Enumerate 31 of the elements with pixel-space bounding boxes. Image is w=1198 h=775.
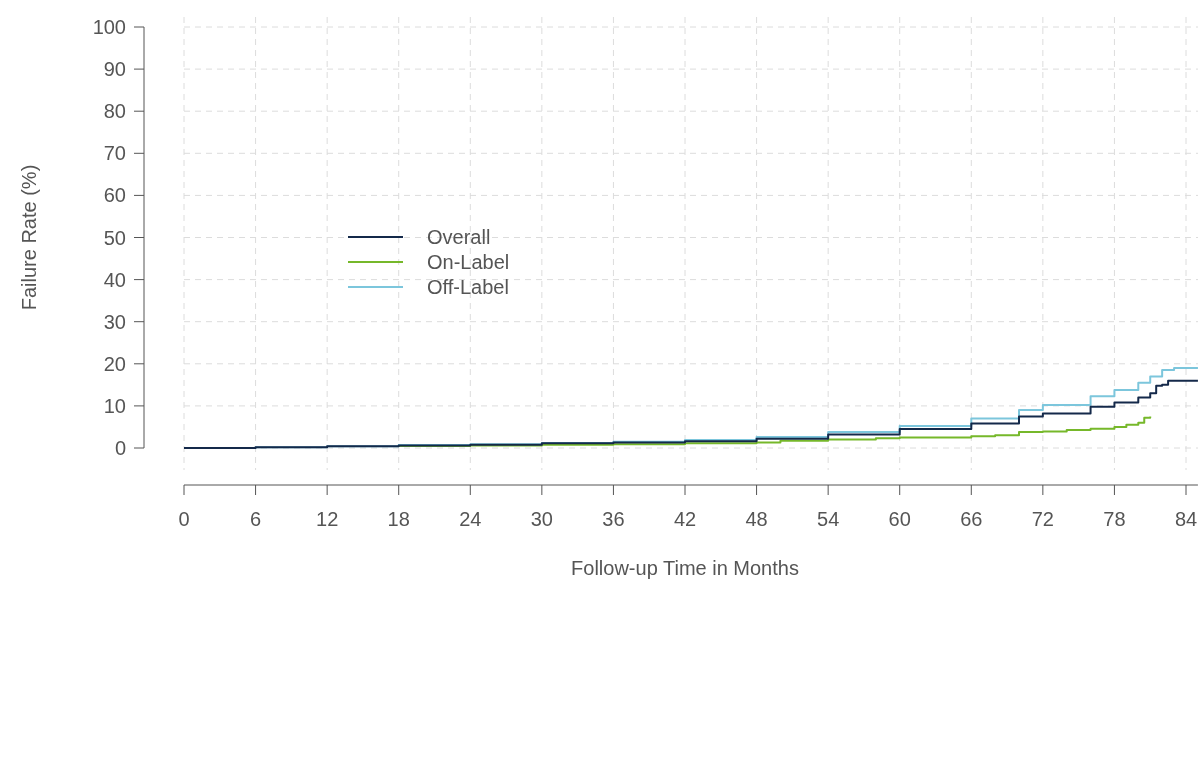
y-tick-label: 80 — [103, 100, 126, 123]
x-tick-label: 24 — [459, 508, 482, 530]
x-tick-label: 48 — [745, 508, 768, 530]
x-tick-label: 78 — [1103, 508, 1126, 530]
x-tick-label: 42 — [673, 508, 697, 530]
x-tick-label: 6 — [250, 508, 262, 530]
x-tick-label: 36 — [602, 508, 625, 530]
legend-label: Overall — [427, 226, 491, 248]
y-tick-label: 0 — [114, 437, 126, 459]
x-tick-label: 18 — [387, 508, 410, 530]
x-tick-label: 12 — [316, 508, 339, 530]
y-tick-label: 30 — [103, 310, 126, 333]
x-tick-label: 60 — [888, 508, 911, 530]
legend-label: Off-Label — [427, 276, 509, 298]
y-tick-label: 10 — [103, 394, 126, 417]
x-tick-label: 54 — [817, 508, 840, 530]
y-tick-label: 70 — [103, 142, 126, 165]
x-tick-label: 30 — [530, 508, 553, 530]
y-tick-label: 90 — [103, 58, 126, 81]
y-tick-label: 50 — [103, 226, 126, 249]
y-tick-label: 100 — [92, 16, 126, 38]
x-tick-label: 0 — [178, 508, 190, 530]
x-axis-title: Follow-up Time in Months — [571, 557, 799, 579]
y-tick-label: 20 — [103, 352, 126, 375]
legend-label: On-Label — [427, 251, 510, 273]
y-tick-label: 40 — [103, 268, 126, 291]
y-axis-title: Failure Rate (%) — [18, 164, 40, 311]
x-tick-label: 84 — [1174, 508, 1198, 530]
y-tick-label: 60 — [103, 184, 126, 207]
x-tick-label: 72 — [1031, 508, 1054, 530]
x-tick-label: 66 — [960, 508, 983, 530]
